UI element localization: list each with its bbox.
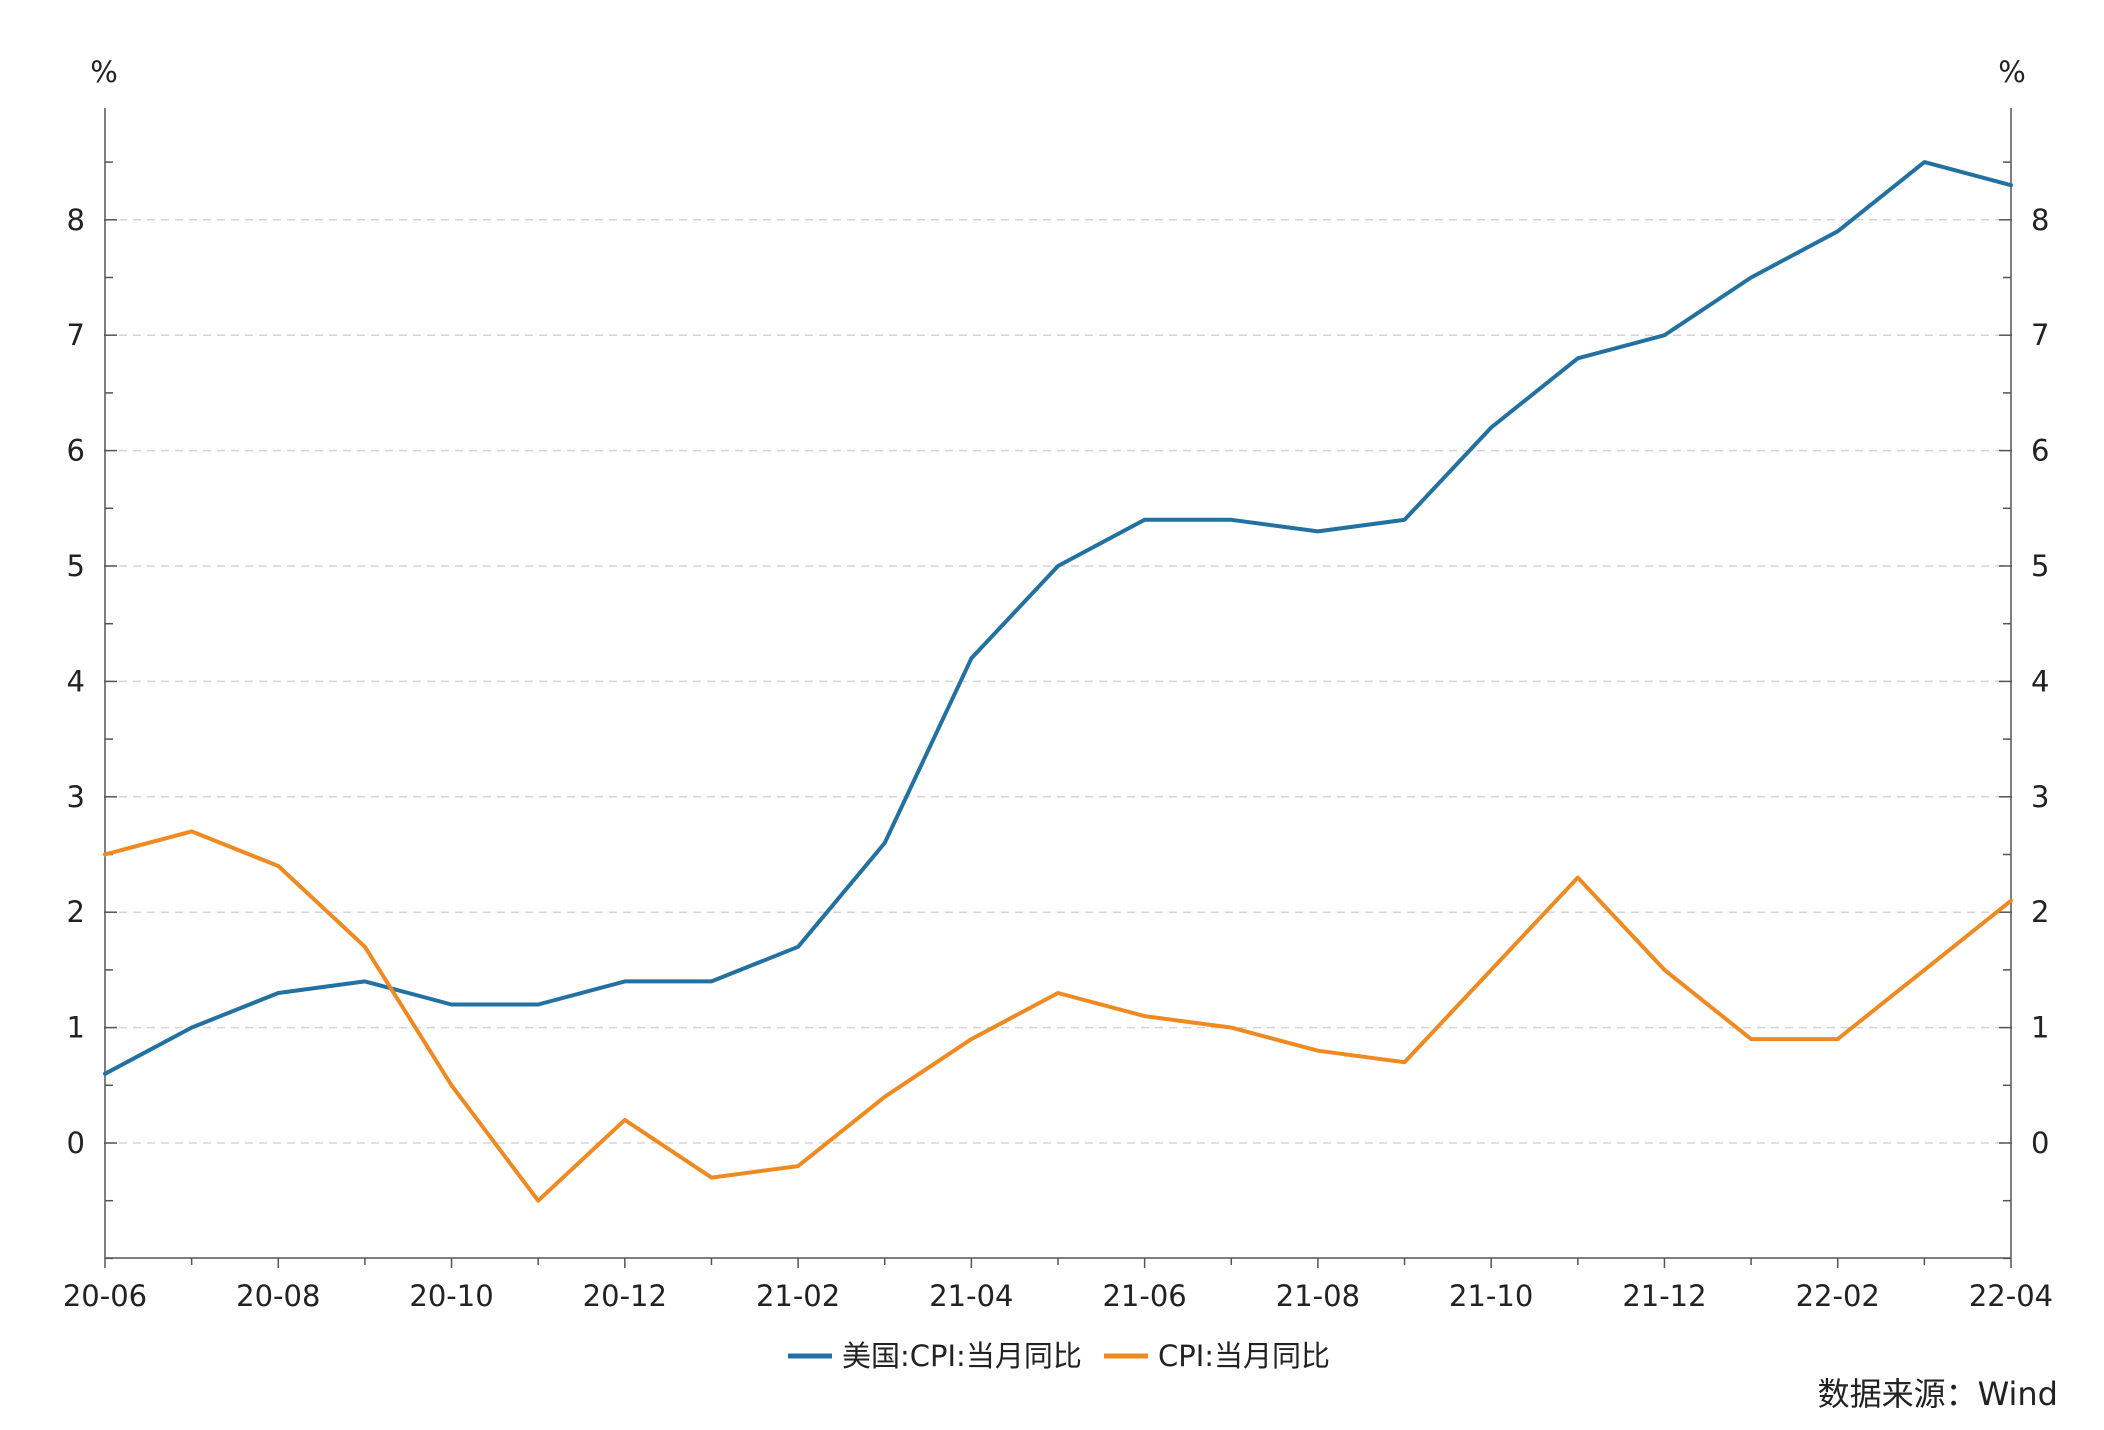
x-tick-label: 21-08 — [1276, 1279, 1360, 1313]
left-y-tick-label: 3 — [67, 780, 85, 814]
x-tick-label: 20-08 — [236, 1279, 320, 1313]
left-y-tick-label: 5 — [67, 549, 85, 583]
x-tick-label: 20-12 — [583, 1279, 667, 1313]
left-y-tick-label: 4 — [67, 664, 85, 698]
right-y-tick-label: 5 — [2031, 549, 2049, 583]
right-y-tick-label: 7 — [2031, 318, 2049, 352]
left-y-tick-label: 2 — [67, 895, 85, 929]
x-tick-label: 21-04 — [929, 1279, 1013, 1313]
right-unit-label: % — [1998, 55, 2026, 89]
x-tick-label: 22-04 — [1969, 1279, 2053, 1313]
legend-label-2: CPI:当月同比 — [1158, 1339, 1330, 1373]
x-tick-label: 20-10 — [409, 1279, 493, 1313]
ticks: 0 0 1 1 2 2 3 3 4 4 5 5 6 6 7 7 8 8 20-06 20-08 20-10 20-12 21… — [63, 161, 2053, 1313]
left-y-tick-label: 1 — [67, 1011, 85, 1045]
x-tick-label: 21-12 — [1622, 1279, 1706, 1313]
series — [103, 160, 2013, 1203]
legend-label-1: 美国:CPI:当月同比 — [842, 1339, 1082, 1373]
x-tick-label: 21-10 — [1449, 1279, 1533, 1313]
left-y-tick-label: 6 — [67, 434, 85, 468]
right-y-tick-label: 6 — [2031, 434, 2049, 468]
right-y-tick-label: 2 — [2031, 895, 2049, 929]
left-y-tick-label: 8 — [67, 203, 85, 237]
right-y-tick-label: 0 — [2031, 1126, 2049, 1160]
x-tick-label: 21-06 — [1102, 1279, 1186, 1313]
grid — [105, 219, 2011, 1144]
x-tick-label: 20-06 — [63, 1279, 147, 1313]
left-y-tick-label: 0 — [67, 1126, 85, 1160]
x-tick-label: 22-02 — [1796, 1279, 1880, 1313]
right-y-tick-label: 4 — [2031, 664, 2049, 698]
source-note: 数据来源：Wind — [1818, 1375, 2058, 1413]
left-unit-label: % — [90, 55, 118, 89]
axes: % % — [90, 55, 2026, 1259]
series-line-1 — [103, 160, 2013, 1076]
right-y-tick-label: 1 — [2031, 1011, 2049, 1045]
series-line-2 — [103, 829, 2013, 1203]
right-y-tick-label: 3 — [2031, 780, 2049, 814]
left-y-tick-label: 7 — [67, 318, 85, 352]
legend: 美国:CPI:当月同比 CPI:当月同比 — [788, 1339, 1330, 1373]
x-tick-label: 21-02 — [756, 1279, 840, 1313]
right-y-tick-label: 8 — [2031, 203, 2049, 237]
